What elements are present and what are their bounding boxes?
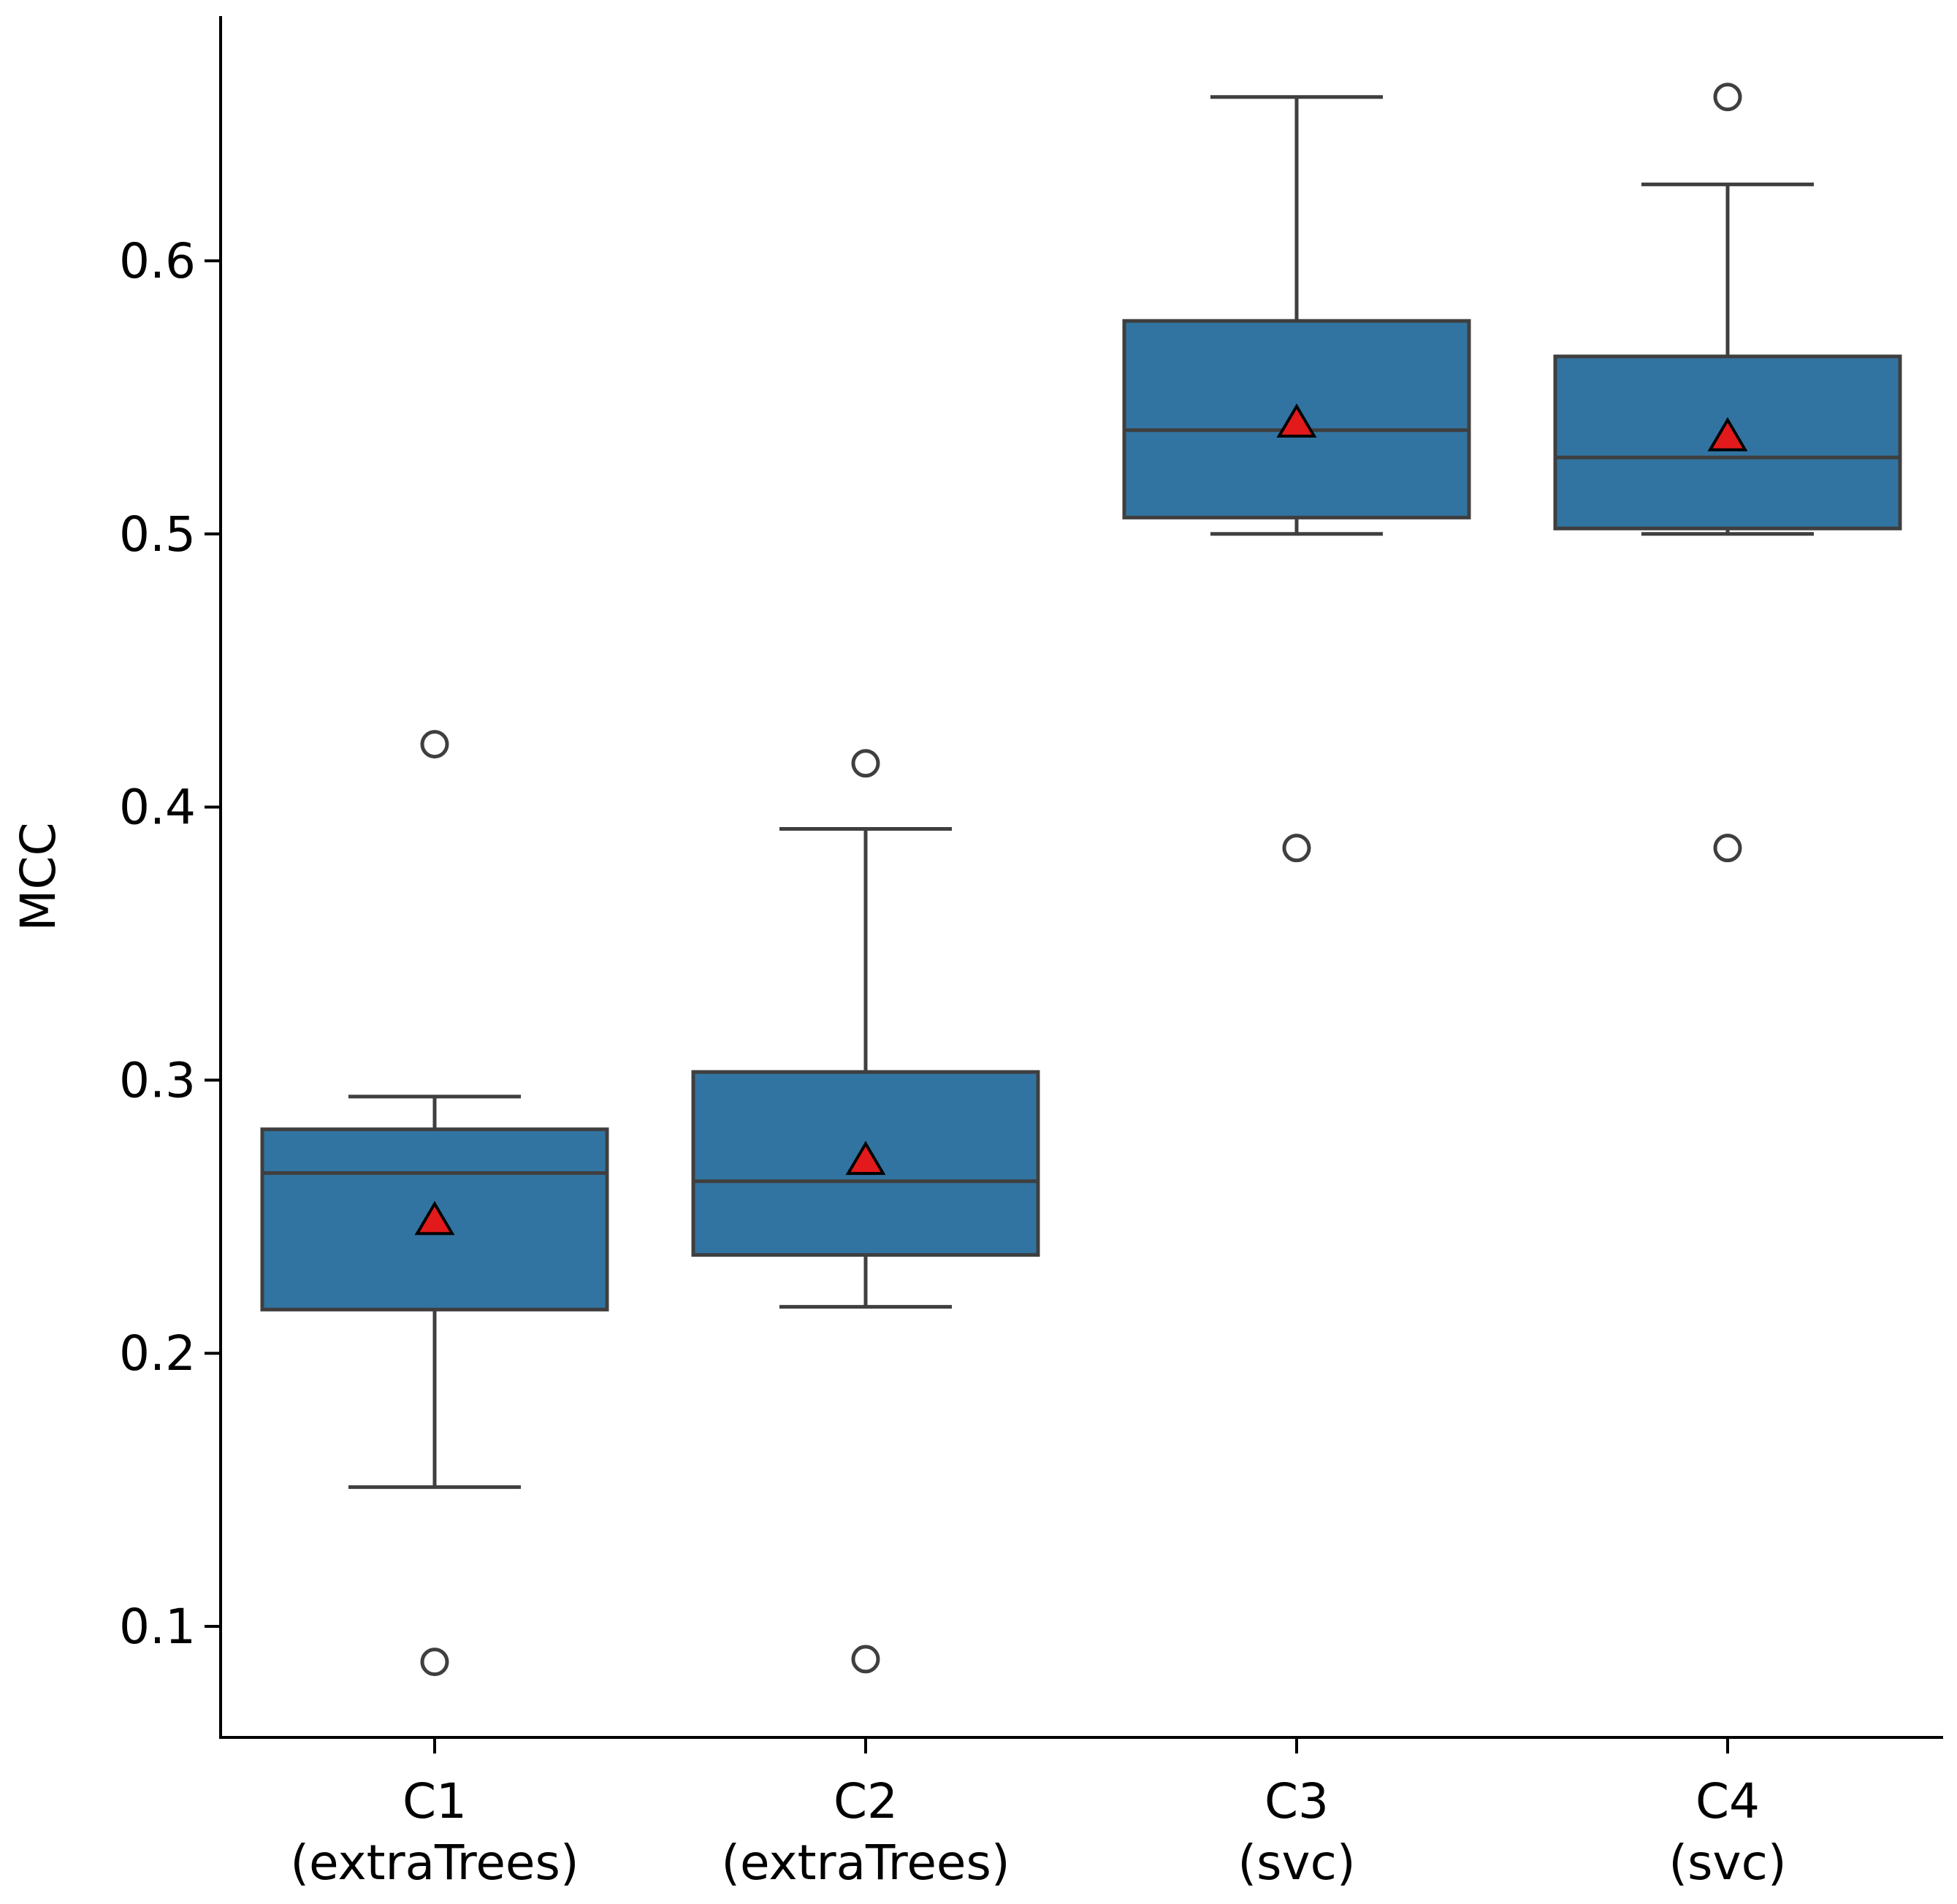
x-tick-sublabel: (svc)	[1237, 1835, 1355, 1891]
x-tick-label: C1	[403, 1773, 467, 1829]
x-tick-sublabel: (extraTrees)	[721, 1835, 1010, 1891]
box-body	[1122, 319, 1471, 519]
outlier-point	[851, 749, 880, 778]
y-tick-label: 0.2	[119, 1325, 196, 1382]
outlier-point	[420, 1648, 449, 1677]
outlier-point	[1282, 834, 1311, 863]
mean-marker	[845, 1141, 886, 1176]
outlier-point	[1713, 834, 1742, 863]
box-1	[260, 730, 609, 1677]
box-2	[691, 749, 1040, 1674]
y-tick-label: 0.3	[119, 1052, 196, 1108]
y-axis-ticks: 0.1 0.2 0.3 0.4 0.5 0.6	[119, 233, 221, 1655]
y-tick-label: 0.4	[119, 780, 196, 836]
x-tick-label: C4	[1695, 1773, 1760, 1829]
outlier-point	[420, 730, 449, 759]
y-tick-label: 0.5	[119, 506, 196, 563]
boxes	[260, 83, 1902, 1677]
x-tick-label: C2	[833, 1773, 898, 1829]
mean-marker	[414, 1200, 455, 1235]
outlier-point	[851, 1645, 880, 1674]
box-4	[1553, 83, 1902, 863]
outlier-point	[1713, 83, 1742, 112]
mean-marker	[1707, 416, 1748, 452]
mean-marker	[1276, 403, 1317, 438]
x-tick-sublabel: (svc)	[1668, 1835, 1786, 1891]
x-tick-sublabel: (extraTrees)	[290, 1835, 579, 1891]
box-3	[1122, 95, 1471, 863]
y-tick-label: 0.6	[119, 233, 196, 289]
x-axis-ticks: C1 (extraTrees) C2 (extraTrees) C3 (svc) C4 (sv…	[290, 1737, 1787, 1891]
x-tick-label: C3	[1264, 1773, 1329, 1829]
y-tick-label: 0.1	[119, 1599, 196, 1655]
y-axis-label: MCC	[10, 822, 66, 931]
